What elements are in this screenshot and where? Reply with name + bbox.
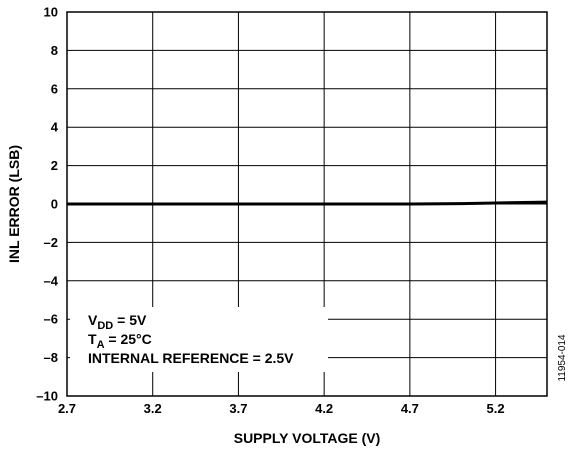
x-tick-label: 3.2 <box>144 401 162 416</box>
y-tick-label: 8 <box>51 43 58 58</box>
x-tick-label: 4.2 <box>315 401 333 416</box>
x-tick-label: 2.7 <box>58 401 76 416</box>
y-tick-label: –10 <box>36 389 58 404</box>
y-tick-label: 10 <box>44 5 58 20</box>
y-tick-label: –2 <box>44 235 58 250</box>
series-line-0 <box>67 200 548 206</box>
y-tick-label: 4 <box>51 120 59 135</box>
y-tick-labels: 10 8 6 4 2 0 –2 –4 –6 –8 –10 <box>36 5 58 404</box>
y-tick-label: 0 <box>51 197 58 212</box>
y-tick-label: 6 <box>51 81 58 96</box>
y-axis-label: INL ERROR (LSB) <box>6 145 22 263</box>
y-tick-label: –4 <box>44 273 59 288</box>
y-tick-label: –8 <box>44 350 58 365</box>
x-tick-label: 4.7 <box>401 401 419 416</box>
plot-frame <box>66 11 548 397</box>
x-tick-label: 5.2 <box>487 401 505 416</box>
x-tick-label: 3.7 <box>229 401 247 416</box>
annotation-line-1: TA = 25°C <box>88 331 152 351</box>
figure-id: 11954-014 <box>557 334 568 382</box>
x-tick-labels: 2.7 3.2 3.7 4.2 4.7 5.2 <box>58 401 505 416</box>
annotation-line-0: VDD = 5V <box>88 312 147 332</box>
annotation-line-2: INTERNAL REFERENCE = 2.5V <box>88 350 294 366</box>
annotation-background <box>70 307 328 372</box>
y-tick-label: –6 <box>44 312 58 327</box>
y-tick-label: 2 <box>51 158 58 173</box>
x-axis-label: SUPPLY VOLTAGE (V) <box>234 430 381 446</box>
data-series <box>67 200 548 206</box>
